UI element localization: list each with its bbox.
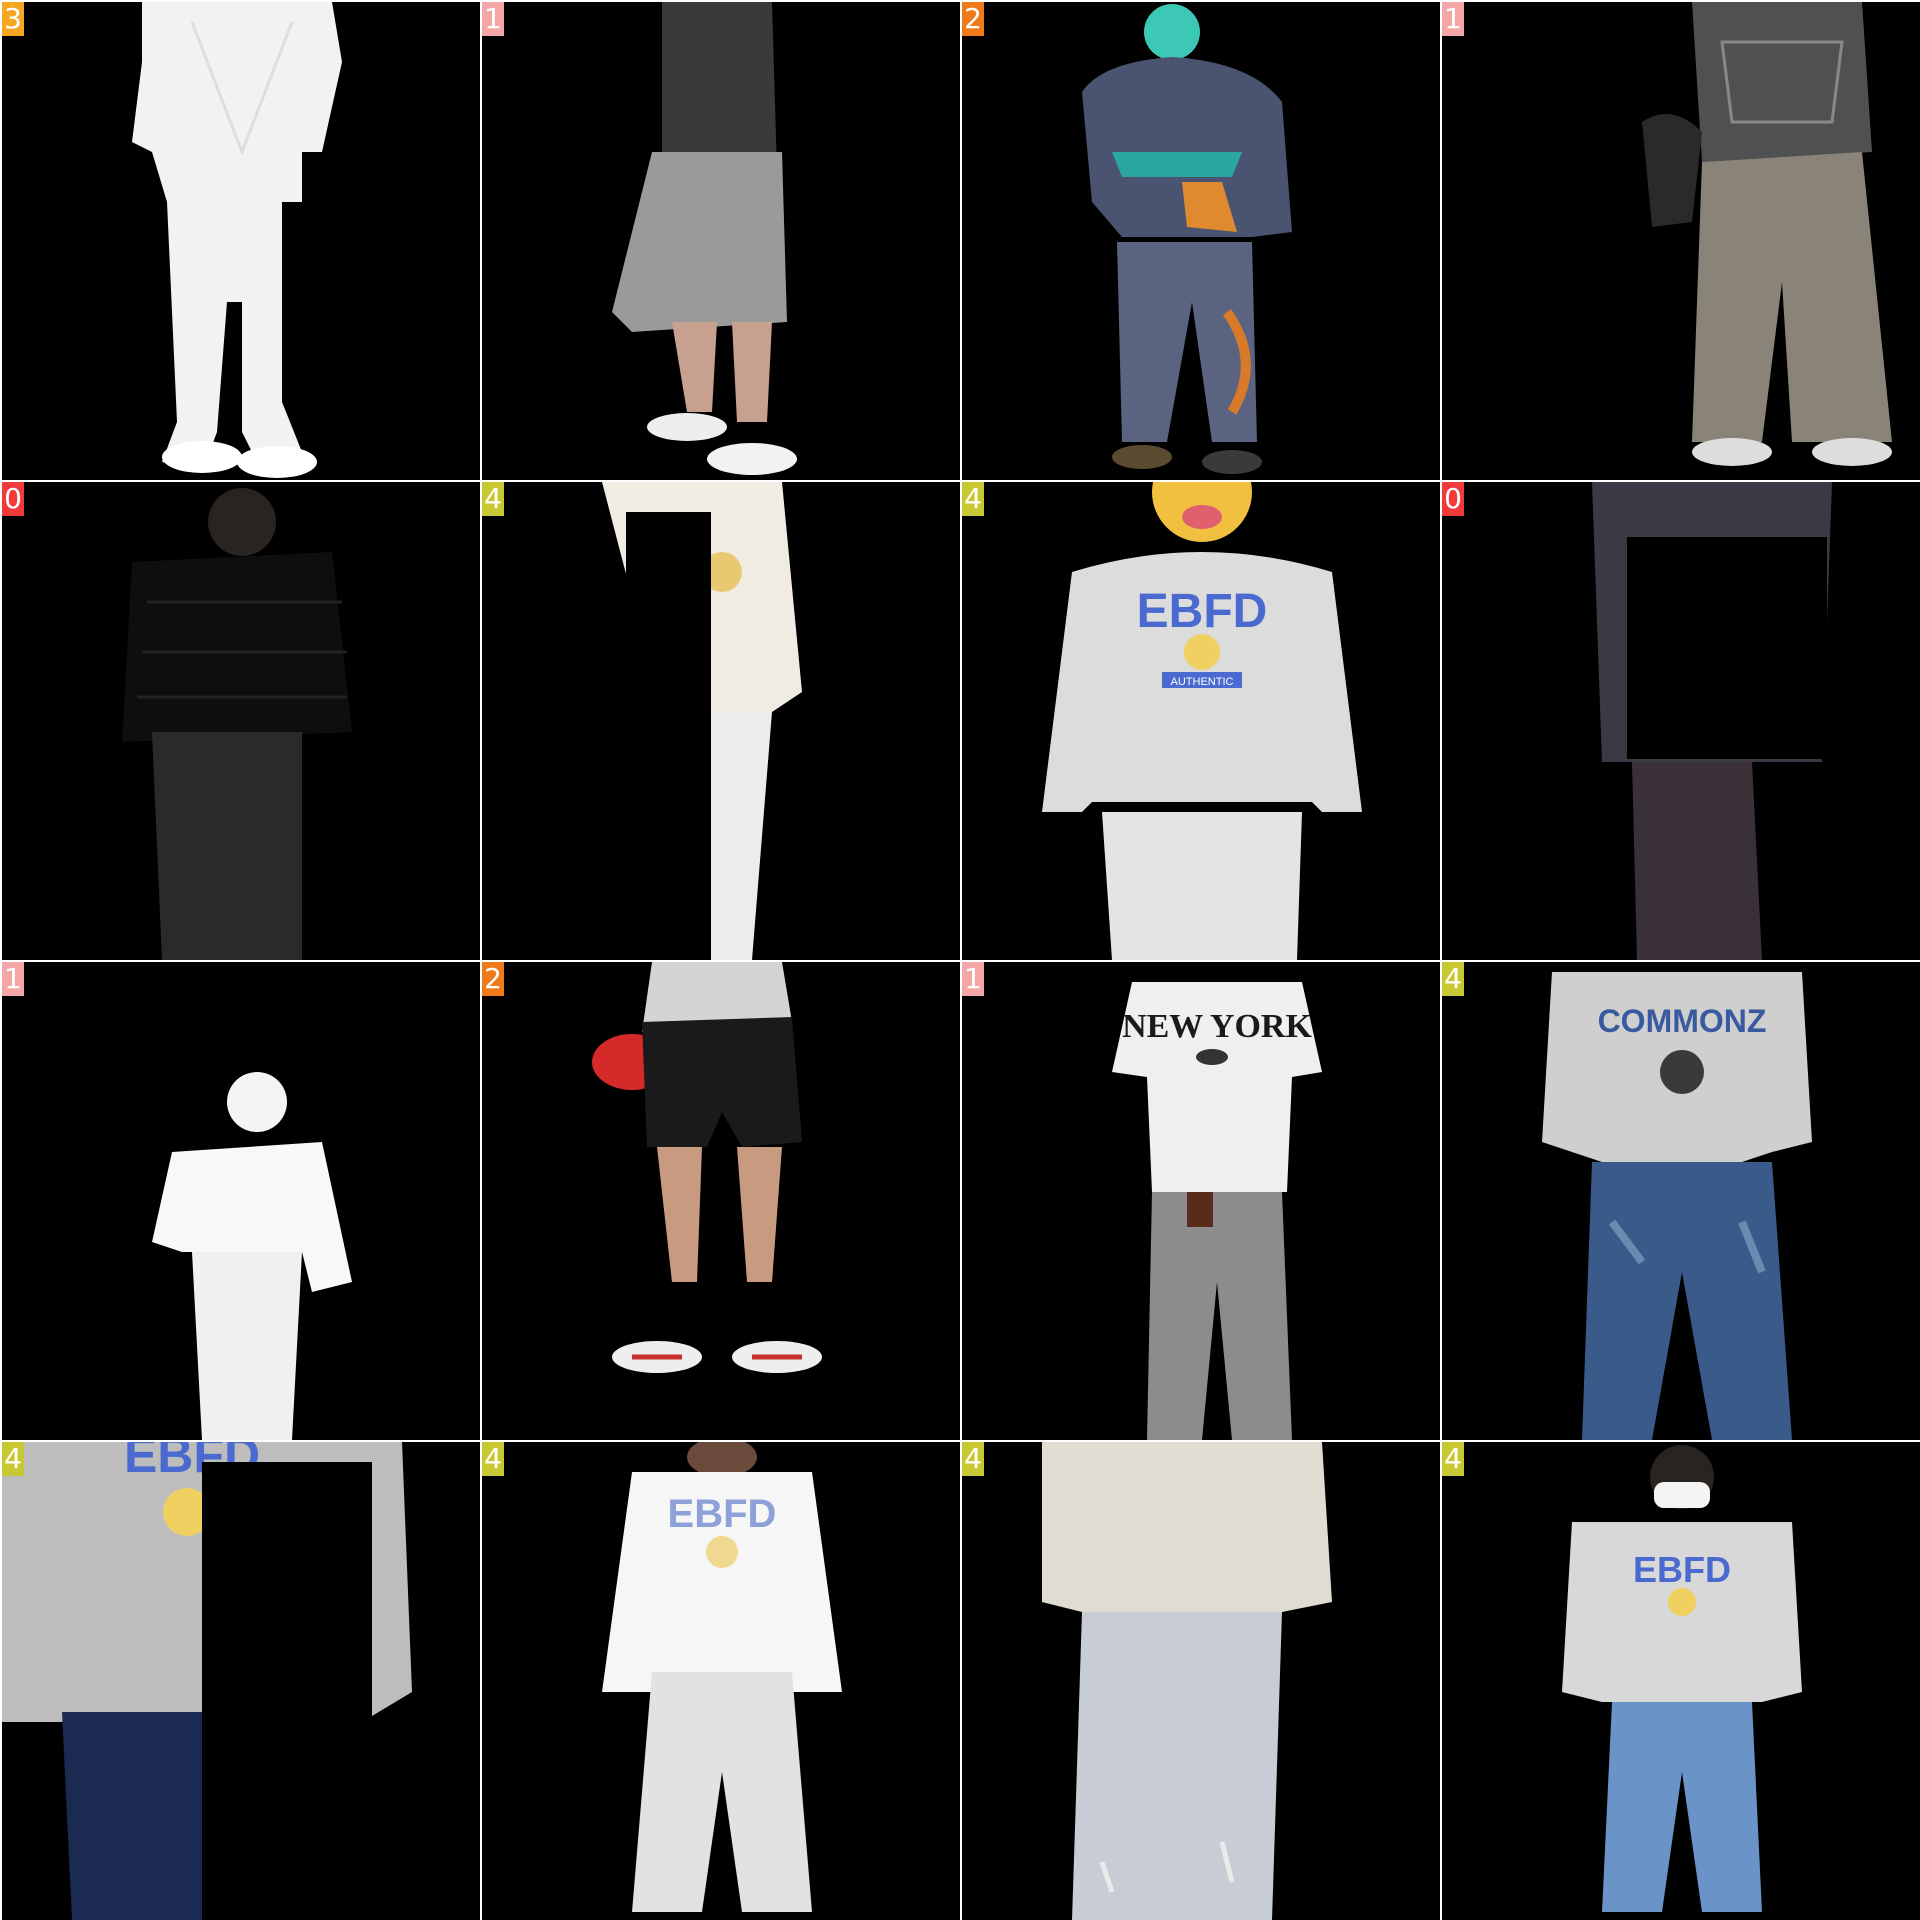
tile-label: 4 xyxy=(1442,1442,1464,1476)
authentic-logo-text: AUTHENTIC xyxy=(1171,676,1234,688)
tile-12-commonz-sweatshirt: 4 COMMONZ xyxy=(1442,962,1920,1440)
person-beige-sweatshirt-icon xyxy=(1042,1442,1332,1920)
tile-label: 4 xyxy=(482,1442,504,1476)
person-dark-coat-icon xyxy=(1592,482,1832,960)
person-graphic-tee-icon xyxy=(1642,2,1892,466)
tile-label: 0 xyxy=(1442,482,1464,516)
person-black-shorts-icon xyxy=(592,962,822,1373)
ebfd-logo-text: EBFD xyxy=(668,1492,777,1536)
person-new-york-tee-icon: NEW YORK xyxy=(1112,982,1322,1440)
tile-11-new-york-tee: 1 NEW YORK xyxy=(962,962,1440,1440)
commonz-logo-text: COMMONZ xyxy=(1598,1003,1767,1039)
tile-label: 1 xyxy=(962,962,984,996)
tile-label: 1 xyxy=(1442,2,1464,36)
tile-1-white-suit: 3 xyxy=(2,2,480,480)
ebfd-logo-text: EBFD xyxy=(1137,585,1268,638)
tile-label: 1 xyxy=(2,962,24,996)
tile-6-cream-sweatshirt: 4 xyxy=(482,482,960,960)
person-ebfd-closeup-icon: EBFD xyxy=(2,1442,412,1920)
tile-15-beige-sweatshirt: 4 xyxy=(962,1442,1440,1920)
tile-label: 3 xyxy=(2,2,24,36)
person-cream-sweatshirt-icon xyxy=(602,482,802,960)
tile-9-white-shirt: 1 xyxy=(2,962,480,1440)
tile-3-navy-hoodie: 2 xyxy=(962,2,1440,480)
person-white-ebfd-icon: EBFD xyxy=(602,1442,842,1912)
tile-label: 2 xyxy=(482,962,504,996)
person-masked-ebfd-icon: EBFD xyxy=(1562,1445,1802,1912)
tile-label: 2 xyxy=(962,2,984,36)
person-white-shirt-icon xyxy=(152,1072,352,1440)
person-commonz-sweatshirt-icon: COMMONZ xyxy=(1542,972,1812,1440)
tile-label: 4 xyxy=(482,482,504,516)
tile-label: 1 xyxy=(482,2,504,36)
person-grey-shorts-icon xyxy=(612,2,797,475)
tile-label: 4 xyxy=(2,1442,24,1476)
person-navy-hoodie-icon xyxy=(1082,4,1292,474)
ebfd-logo-text: EBFD xyxy=(1633,1549,1731,1590)
tile-16-masked-ebfd: 4 EBFD xyxy=(1442,1442,1920,1920)
tile-8-dark-coat: 0 xyxy=(1442,482,1920,960)
person-ebfd-sweatshirt-icon: EBFD AUTHENTIC xyxy=(1042,482,1362,960)
tile-2-grey-shorts: 1 xyxy=(482,2,960,480)
tile-label: 0 xyxy=(2,482,24,516)
tile-13-ebfd-closeup: 4 EBFD xyxy=(2,1442,480,1920)
tile-14-white-ebfd: 4 EBFD xyxy=(482,1442,960,1920)
tile-4-graphic-tee: 1 xyxy=(1442,2,1920,480)
tile-label: 4 xyxy=(962,482,984,516)
tile-7-ebfd-sweatshirt: 4 EBFD AUTHENTIC xyxy=(962,482,1440,960)
person-black-puffer-icon xyxy=(122,488,352,960)
tile-label: 4 xyxy=(962,1442,984,1476)
tile-10-black-shorts: 2 xyxy=(482,962,960,1440)
new-york-logo-text: NEW YORK xyxy=(1122,1008,1312,1045)
person-white-suit-icon xyxy=(132,2,342,478)
tile-5-black-puffer: 0 xyxy=(2,482,480,960)
tile-label: 4 xyxy=(1442,962,1464,996)
